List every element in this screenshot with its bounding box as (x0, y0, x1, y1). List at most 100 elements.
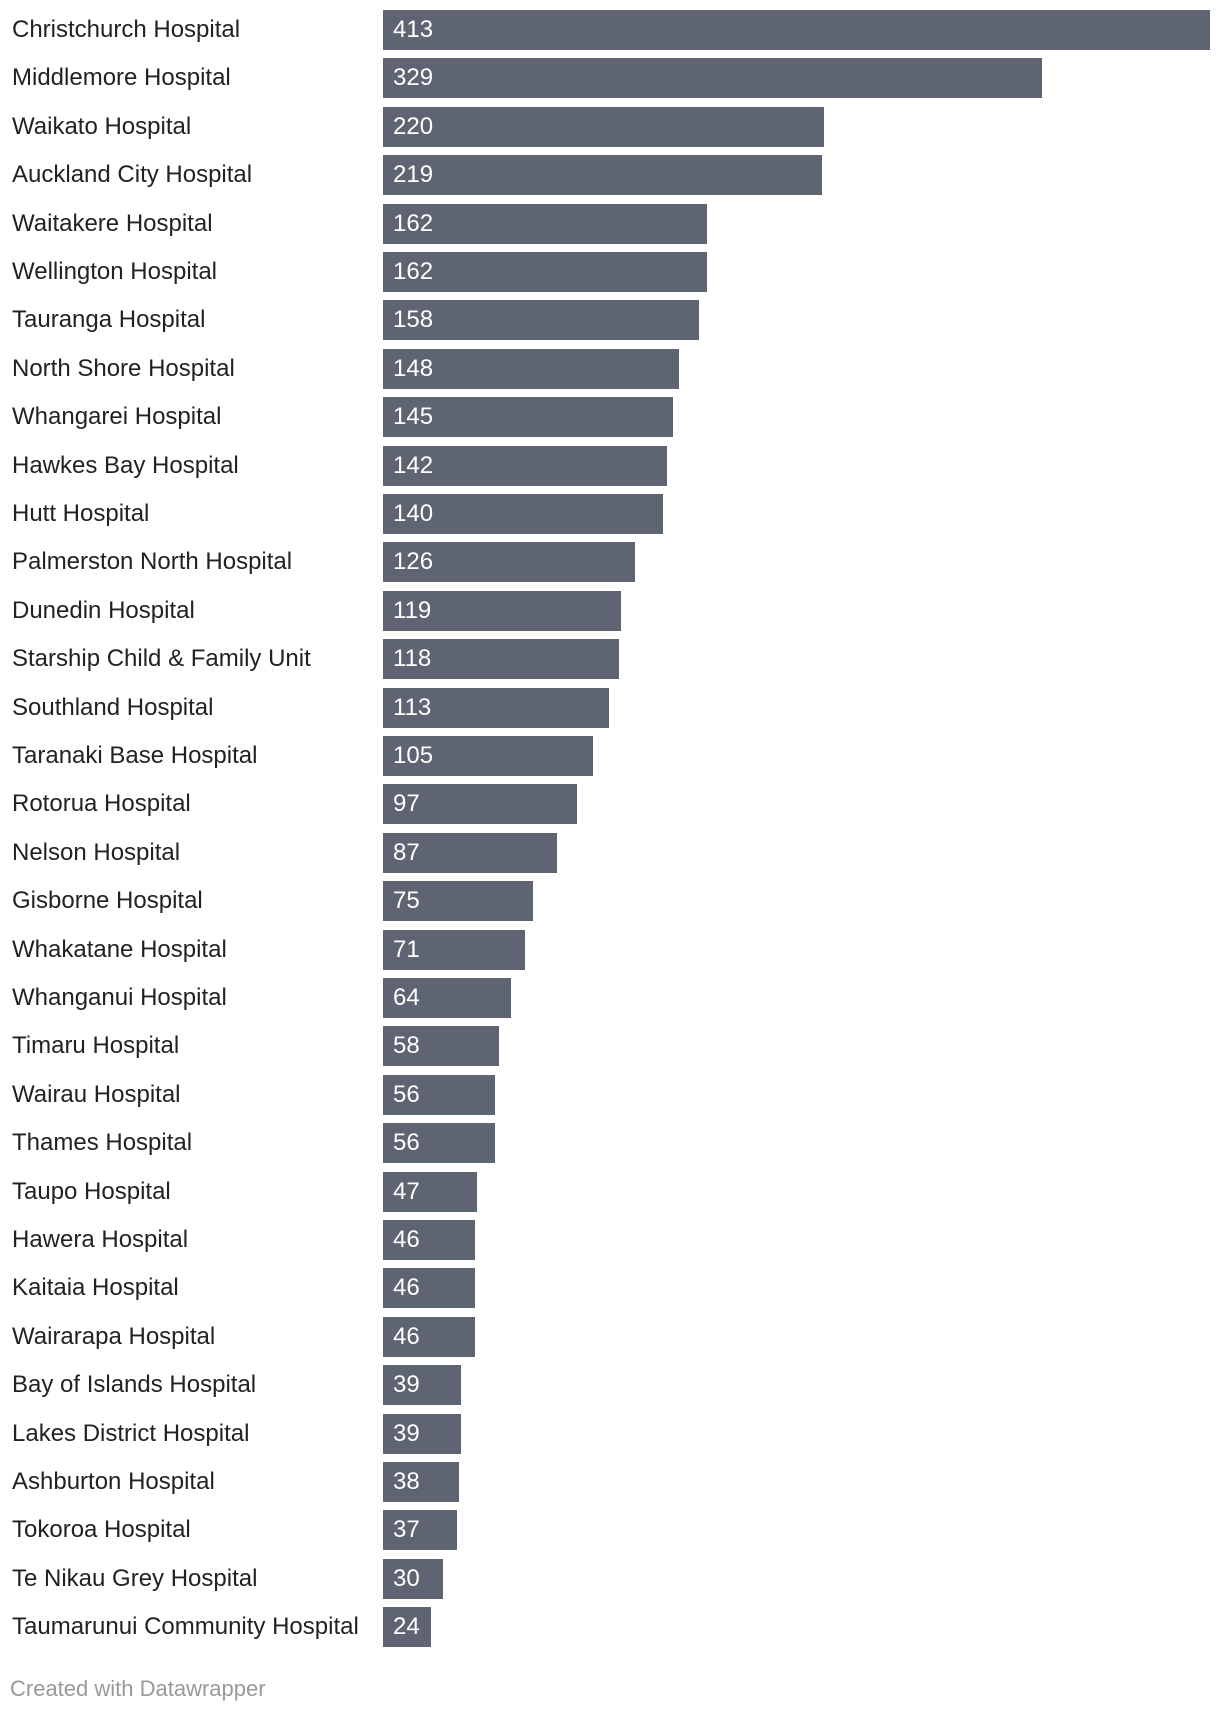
category-label: Palmerston North Hospital (12, 548, 293, 576)
category-label: Dunedin Hospital (12, 596, 195, 624)
value-label: 113 (393, 693, 432, 721)
value-label: 46 (393, 1274, 420, 1302)
value-label: 329 (393, 64, 434, 92)
bar-row: Ashburton Hospital 38 (0, 1462, 1220, 1510)
category-label: Ashburton Hospital (12, 1468, 215, 1495)
category-label: Waikato Hospital (12, 112, 192, 140)
value-label: 38 (393, 1468, 420, 1495)
bar-row: Dunedin Hospital 119 (0, 590, 1220, 639)
bar-row: North Shore Hospital 148 (0, 348, 1220, 397)
category-label: Te Nikau Grey Hospital (12, 1564, 258, 1592)
bar: 71 (383, 929, 526, 970)
bar-row: Te Nikau Grey Hospital 30 (0, 1558, 1220, 1607)
bar: 87 (383, 832, 558, 873)
bar-row: Kaitaia Hospital 46 (0, 1268, 1220, 1316)
bar: 37 (383, 1510, 458, 1551)
value-label: 105 (393, 742, 434, 769)
value-label: 37 (393, 1516, 420, 1544)
bar-row: Waitakere Hospital 162 (0, 203, 1220, 252)
bar: 56 (383, 1123, 496, 1164)
category-label: Waitakere Hospital (12, 209, 213, 237)
bar: 46 (383, 1268, 476, 1309)
bar-row: Bay of Islands Hospital 39 (0, 1365, 1220, 1413)
value-label: 87 (393, 838, 420, 866)
bar-row: Wairau Hospital 56 (0, 1074, 1220, 1123)
bar: 24 (383, 1607, 432, 1648)
bar-row: Southland Hospital 113 (0, 687, 1220, 736)
bar-row: Tauranga Hospital 158 (0, 300, 1220, 348)
category-label: Tauranga Hospital (12, 306, 206, 334)
category-label: Wairarapa Hospital (12, 1322, 216, 1350)
value-label: 97 (393, 790, 420, 818)
value-label: 220 (393, 112, 434, 140)
bar-row: Nelson Hospital 87 (0, 832, 1220, 881)
bar: 39 (383, 1413, 462, 1454)
bar-row: Starship Child & Family Unit 118 (0, 639, 1220, 687)
value-label: 413 (393, 16, 434, 43)
category-label: Kaitaia Hospital (12, 1274, 179, 1302)
value-label: 142 (393, 451, 434, 479)
bar: 113 (383, 687, 610, 728)
category-label: Taupo Hospital (12, 1177, 171, 1205)
category-label: Whangarei Hospital (12, 403, 222, 431)
value-label: 148 (393, 354, 434, 382)
bar-row: Taumarunui Community Hospital 24 (0, 1607, 1220, 1655)
category-label: North Shore Hospital (12, 354, 235, 382)
bar: 75 (383, 881, 534, 922)
category-label: Nelson Hospital (12, 838, 181, 866)
bar-row: Taranaki Base Hospital 105 (0, 736, 1220, 784)
value-label: 158 (393, 306, 434, 334)
value-label: 162 (393, 209, 434, 237)
value-label: 39 (393, 1371, 420, 1399)
category-label: Wairau Hospital (12, 1080, 181, 1108)
bar-row: Taupo Hospital 47 (0, 1171, 1220, 1220)
category-label: Southland Hospital (12, 693, 214, 721)
category-label: Whanganui Hospital (12, 984, 227, 1011)
value-label: 64 (393, 984, 420, 1011)
category-label: Rotorua Hospital (12, 790, 191, 818)
bar: 126 (383, 542, 636, 583)
bar-row: Timaru Hospital 58 (0, 1026, 1220, 1074)
bar-chart: Christchurch Hospital 413 Middlemore Hospi… (0, 10, 1220, 1655)
bar: 329 (383, 58, 1042, 99)
bar-row: Gisborne Hospital 75 (0, 881, 1220, 929)
value-label: 56 (393, 1129, 420, 1157)
bar: 158 (383, 300, 700, 341)
category-label: Whakatane Hospital (12, 935, 227, 963)
value-label: 219 (393, 161, 434, 189)
bar: 162 (383, 252, 708, 292)
category-label: Thames Hospital (12, 1129, 193, 1157)
value-label: 118 (393, 645, 432, 673)
value-label: 39 (393, 1419, 420, 1447)
bar: 118 (383, 639, 620, 680)
category-label: Christchurch Hospital (12, 16, 241, 43)
category-label: Bay of Islands Hospital (12, 1371, 257, 1399)
bar: 142 (383, 445, 668, 486)
value-label: 47 (393, 1177, 420, 1205)
bar: 64 (383, 978, 512, 1018)
bar-row: Rotorua Hospital 97 (0, 784, 1220, 832)
category-label: Tokoroa Hospital (12, 1516, 191, 1544)
category-label: Taranaki Base Hospital (12, 742, 258, 769)
value-label: 126 (393, 548, 434, 576)
bar-row: Wellington Hospital 162 (0, 252, 1220, 300)
bar: 105 (383, 736, 594, 776)
value-label: 75 (393, 887, 420, 915)
value-label: 56 (393, 1080, 420, 1108)
chart-credit[interactable]: Created with Datawrapper (10, 1676, 266, 1701)
bar: 162 (383, 203, 708, 244)
value-label: 140 (393, 500, 434, 527)
bar-row: Middlemore Hospital 329 (0, 58, 1220, 106)
bar: 30 (383, 1558, 444, 1599)
bar: 145 (383, 397, 674, 438)
bar-row: Hawera Hospital 46 (0, 1220, 1220, 1268)
category-label: Hawkes Bay Hospital (12, 451, 239, 479)
category-label: Hawera Hospital (12, 1226, 189, 1253)
value-label: 46 (393, 1322, 420, 1350)
bar: 219 (383, 155, 822, 196)
category-label: Taumarunui Community Hospital (12, 1613, 359, 1641)
category-label: Lakes District Hospital (12, 1419, 250, 1447)
bar-row: Palmerston North Hospital 126 (0, 542, 1220, 590)
bar-row: Whangarei Hospital 145 (0, 397, 1220, 445)
bar-row: Whanganui Hospital 64 (0, 978, 1220, 1026)
